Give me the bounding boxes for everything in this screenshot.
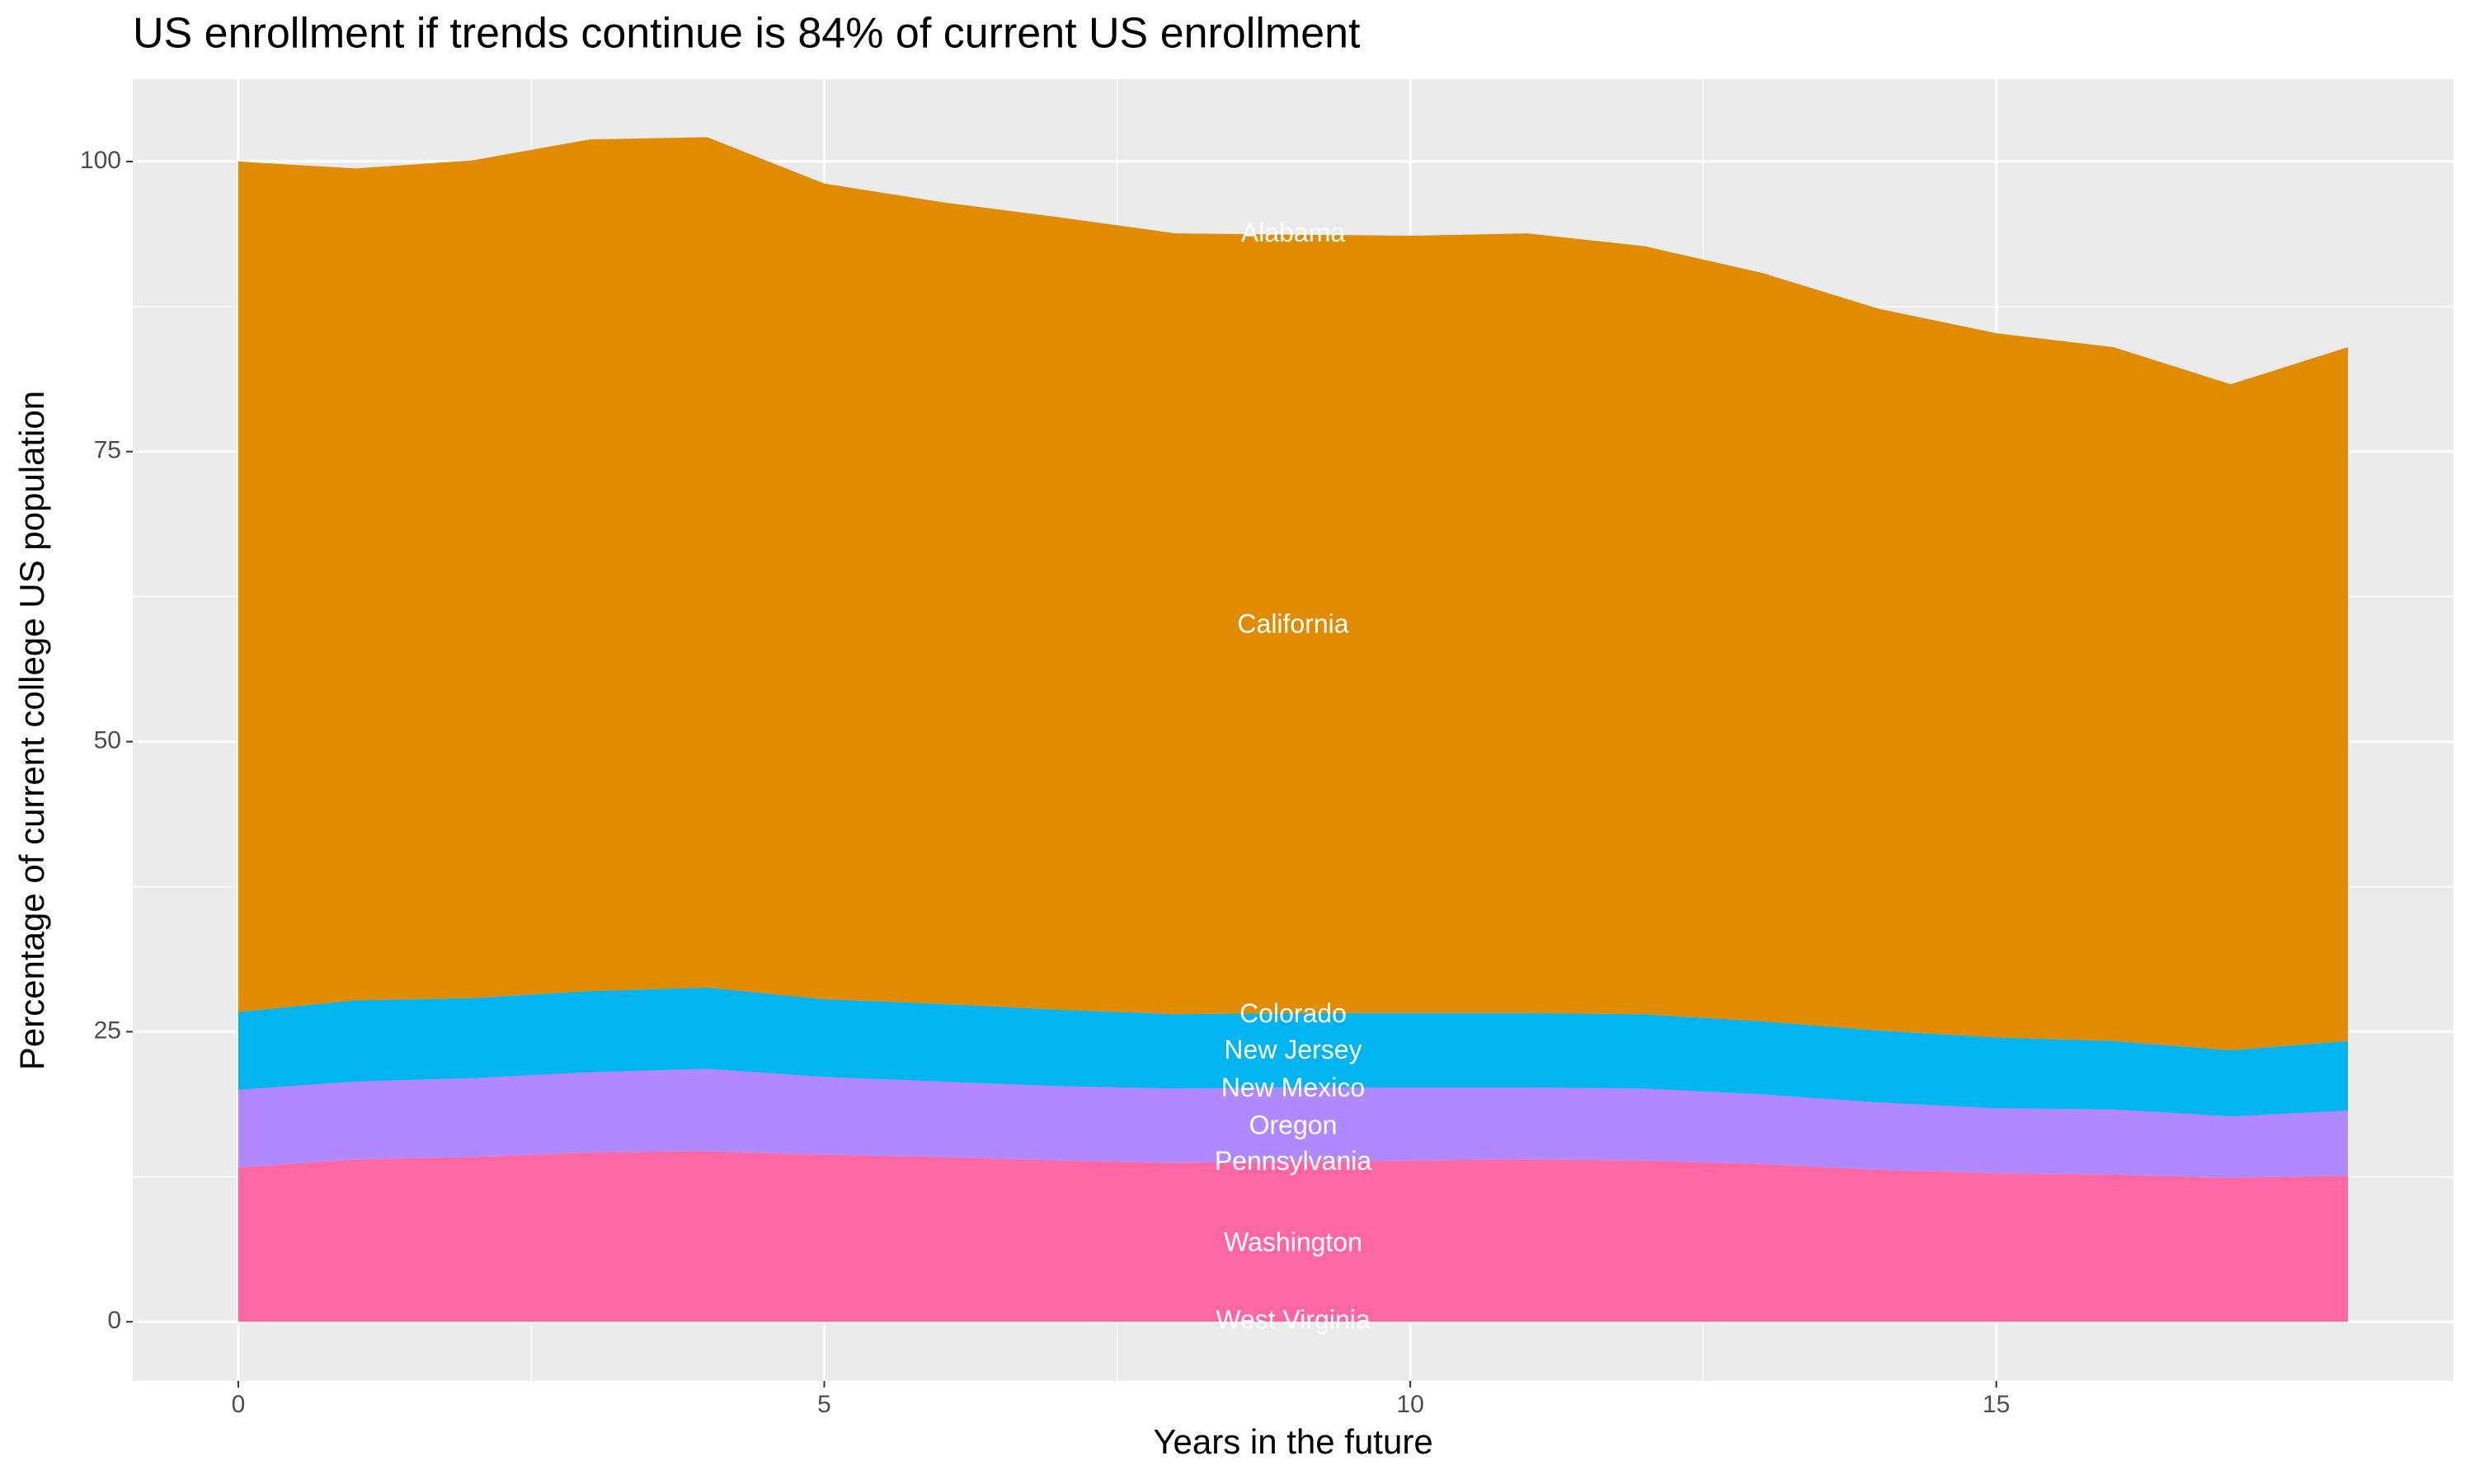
x-tick-label: 5: [817, 1391, 831, 1418]
x-axis-title: Years in the future: [1153, 1422, 1432, 1461]
y-tick-label: 75: [94, 437, 121, 464]
annotation: New Jersey: [1224, 1035, 1362, 1064]
area: [238, 137, 2349, 1050]
annotation: Colorado: [1239, 998, 1347, 1028]
annotation: California: [1237, 608, 1348, 638]
x-tick-label: 0: [232, 1391, 246, 1418]
area: [238, 1068, 2349, 1178]
annotation: Oregon: [1249, 1110, 1338, 1139]
area: [238, 1151, 2349, 1322]
x-tick-label: 10: [1396, 1391, 1423, 1418]
y-axis-title: Percentage of current college US populat…: [12, 391, 51, 1070]
annotation: West Virginia: [1216, 1305, 1371, 1335]
annotation: Washington: [1224, 1227, 1362, 1256]
annotation: Alabama: [1241, 218, 1346, 247]
annotation: Pennsylvania: [1215, 1146, 1372, 1176]
area: [238, 987, 2349, 1117]
y-tick-label: 0: [107, 1307, 121, 1334]
annotation: New Mexico: [1221, 1073, 1365, 1102]
y-tick-label: 50: [94, 726, 121, 754]
y-tick-label: 100: [80, 147, 121, 174]
chart-title: US enrollment if trends continue is 84% …: [133, 10, 1361, 58]
x-tick-label: 15: [1982, 1391, 2010, 1418]
y-tick-label: 25: [94, 1017, 121, 1044]
